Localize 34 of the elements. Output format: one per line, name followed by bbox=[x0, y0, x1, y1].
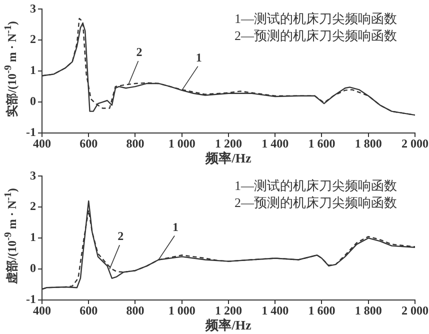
x-tick-label: 1 600 bbox=[308, 136, 336, 150]
x-tick-label: 1 200 bbox=[215, 136, 242, 150]
y-tick-label: 3 bbox=[30, 168, 36, 182]
x-tick-label: 600 bbox=[80, 136, 98, 150]
x-tick-label: 1 800 bbox=[354, 136, 382, 150]
x-tick-label: 800 bbox=[126, 303, 144, 318]
y-tick-label: 1 bbox=[30, 230, 36, 244]
annotation: 1 bbox=[172, 220, 179, 234]
x-tick-label: 1 000 bbox=[168, 303, 196, 318]
annotation: 2—预测的机床刀尖频响函数 bbox=[234, 195, 397, 210]
x-tick-label: 1 800 bbox=[354, 303, 382, 318]
x-tick-label: 2 000 bbox=[402, 136, 428, 150]
x-tick-label: 2 000 bbox=[402, 303, 428, 318]
x-axis-title: 频率/Hz bbox=[204, 150, 252, 166]
x-tick-label: 1 600 bbox=[308, 303, 336, 318]
annotation: 1—测试的机床刀尖频响函数 bbox=[234, 11, 397, 26]
y-tick-label: 0 bbox=[30, 94, 36, 108]
y-tick-label: 2 bbox=[30, 32, 36, 46]
x-tick-label: 1 400 bbox=[262, 303, 289, 318]
annotation: 2—预测的机床刀尖频响函数 bbox=[234, 28, 397, 44]
x-tick-label: 600 bbox=[80, 303, 98, 318]
y-tick-label: 2 bbox=[30, 199, 36, 214]
x-tick-label: 1 400 bbox=[262, 136, 289, 150]
y-tick-label: 0 bbox=[30, 261, 36, 276]
x-tick-label: 800 bbox=[126, 136, 144, 150]
y-tick-label: 3 bbox=[30, 1, 36, 16]
x-tick-label: 1 200 bbox=[215, 303, 242, 318]
annotation: 1 bbox=[196, 50, 202, 64]
x-tick-label: 1 000 bbox=[168, 136, 196, 150]
y-tick-label: 1 bbox=[30, 63, 36, 78]
x-axis-title: 频率/Hz bbox=[204, 318, 252, 333]
annotation: 1—测试的机床刀尖频响函数 bbox=[234, 178, 397, 194]
annotation: 2 bbox=[118, 229, 124, 244]
annotation: 2 bbox=[136, 45, 142, 60]
